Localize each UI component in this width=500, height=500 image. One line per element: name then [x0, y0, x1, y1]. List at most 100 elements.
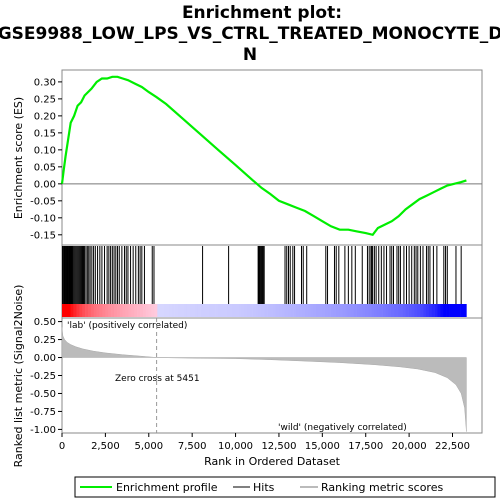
heat-strip-cell — [111, 304, 114, 317]
heat-strip-cell — [230, 304, 233, 317]
heat-strip-cell — [362, 304, 365, 317]
es-y-tick-label: 0.20 — [34, 111, 56, 122]
heat-strip-cell — [178, 304, 181, 317]
heat-strip-cell — [360, 304, 363, 317]
heat-strip-cell — [175, 304, 178, 317]
x-tick-label: 15,000 — [305, 441, 340, 452]
rank-y-axis-label: Ranked list metric (Signal2Noise) — [12, 285, 25, 468]
x-tick-label: 5,000 — [134, 441, 163, 452]
heat-strip-cell — [88, 304, 91, 317]
heat-strip-cell — [345, 304, 348, 317]
heat-strip-cell — [126, 304, 129, 317]
heat-strip-cell — [238, 304, 241, 317]
heat-strip-cell — [172, 304, 175, 317]
heat-strip-cell — [388, 304, 391, 317]
heat-strip-cell — [65, 304, 68, 317]
heat-strip-cell — [406, 304, 409, 317]
heat-strip-cell — [351, 304, 354, 317]
heat-strip-cell — [258, 304, 261, 317]
heat-strip-cell — [91, 304, 94, 317]
heat-strip-cell — [368, 304, 371, 317]
heat-strip-cell — [261, 304, 264, 317]
heat-strip-cell — [299, 304, 302, 317]
negative-correlation-label: 'wild' (negatively correlated) — [278, 423, 407, 433]
heat-strip-cell — [108, 304, 111, 317]
heat-strip-cell — [287, 304, 290, 317]
heat-strip-cell — [400, 304, 403, 317]
heat-strip-cell — [336, 304, 339, 317]
heat-strip-cell — [146, 304, 149, 317]
chart-title-line-2: GSE9988_LOW_LPS_VS_CTRL_TREATED_MONOCYTE… — [0, 24, 500, 44]
es-y-tick-label: 0.30 — [34, 77, 56, 88]
heat-strip-cell — [169, 304, 172, 317]
heat-strip-cell — [290, 304, 293, 317]
heat-strip-cell — [218, 304, 221, 317]
heat-strip-cell — [157, 304, 160, 317]
heat-strip-cell — [354, 304, 357, 317]
heat-strip-cell — [391, 304, 394, 317]
x-tick-label: 0 — [59, 441, 65, 452]
heat-strip-cell — [409, 304, 412, 317]
heat-strip-cell — [308, 304, 311, 317]
rank-y-tick-label: -1.00 — [30, 425, 56, 436]
es-y-tick-label: 0.05 — [34, 162, 56, 173]
heat-strip-cell — [94, 304, 97, 317]
heat-strip-cell — [85, 304, 88, 317]
heat-strip-cell — [82, 304, 85, 317]
heat-strip-cell — [105, 304, 108, 317]
es-y-axis: -0.15 -0.10 -0.05 0.00 0.05 0.10 0.15 0.20 0.25 0… — [30, 77, 62, 241]
x-tick-label: 10,000 — [218, 441, 253, 452]
es-y-tick-label: 0.25 — [34, 94, 56, 105]
heat-strip-cell — [117, 304, 120, 317]
heat-strip-cell — [316, 304, 319, 317]
heat-strip-cell — [79, 304, 82, 317]
heat-strip-cell — [221, 304, 224, 317]
heat-strip-cell — [282, 304, 285, 317]
heat-strip-cell — [293, 304, 296, 317]
x-tick-label: 22,500 — [435, 441, 470, 452]
heat-strip-cell — [319, 304, 322, 317]
es-panel: -0.15 -0.10 -0.05 0.00 0.05 0.10 0.15 0.20 0.25 0… — [12, 70, 482, 245]
x-tick-label: 20,000 — [392, 441, 427, 452]
heat-strip-cell — [432, 304, 435, 317]
heat-strip-cell — [180, 304, 183, 317]
x-tick-label: 2,500 — [91, 441, 120, 452]
heat-strip-cell — [437, 304, 440, 317]
rank-y-tick-label: -0.50 — [30, 389, 56, 400]
heat-strip-cell — [247, 304, 250, 317]
heat-strip-cell — [377, 304, 380, 317]
heat-strip-cell — [76, 304, 79, 317]
heat-strip-cell — [429, 304, 432, 317]
heat-strip-cell — [394, 304, 397, 317]
heat-strip-cell — [339, 304, 342, 317]
heat-strip-cell — [403, 304, 406, 317]
rank-y-tick-label: -0.25 — [30, 371, 56, 382]
rank-y-tick-label: -0.75 — [30, 407, 56, 418]
heat-strip-cell — [224, 304, 227, 317]
heat-strip-cell — [160, 304, 163, 317]
heat-strip-cell — [461, 304, 464, 317]
heat-strip-cell — [313, 304, 316, 317]
heat-strip-cell — [100, 304, 103, 317]
zero-cross-label: Zero cross at 5451 — [115, 374, 200, 384]
heat-strip-cell — [163, 304, 166, 317]
heat-strip-cell — [71, 304, 74, 317]
heat-strip-cell — [463, 304, 466, 317]
heat-strip-cell — [232, 304, 235, 317]
heat-strip-cell — [414, 304, 417, 317]
es-y-tick-label: -0.05 — [30, 196, 56, 207]
rank-y-tick-label: 0.50 — [34, 317, 56, 328]
heat-strip-cell — [264, 304, 267, 317]
heat-strip-cell — [357, 304, 360, 317]
heat-strip-cell — [325, 304, 328, 317]
heat-strip-cell — [386, 304, 389, 317]
legend-hits-label: Hits — [253, 481, 275, 494]
heat-strip-cell — [310, 304, 313, 317]
heat-strip-cell — [276, 304, 279, 317]
heat-strip-cell — [334, 304, 337, 317]
heat-strip-cell — [253, 304, 256, 317]
heat-strip-cell — [120, 304, 123, 317]
rank-y-tick-label: 0.00 — [34, 353, 56, 364]
heat-strip-cell — [267, 304, 270, 317]
heat-strip-cell — [149, 304, 152, 317]
